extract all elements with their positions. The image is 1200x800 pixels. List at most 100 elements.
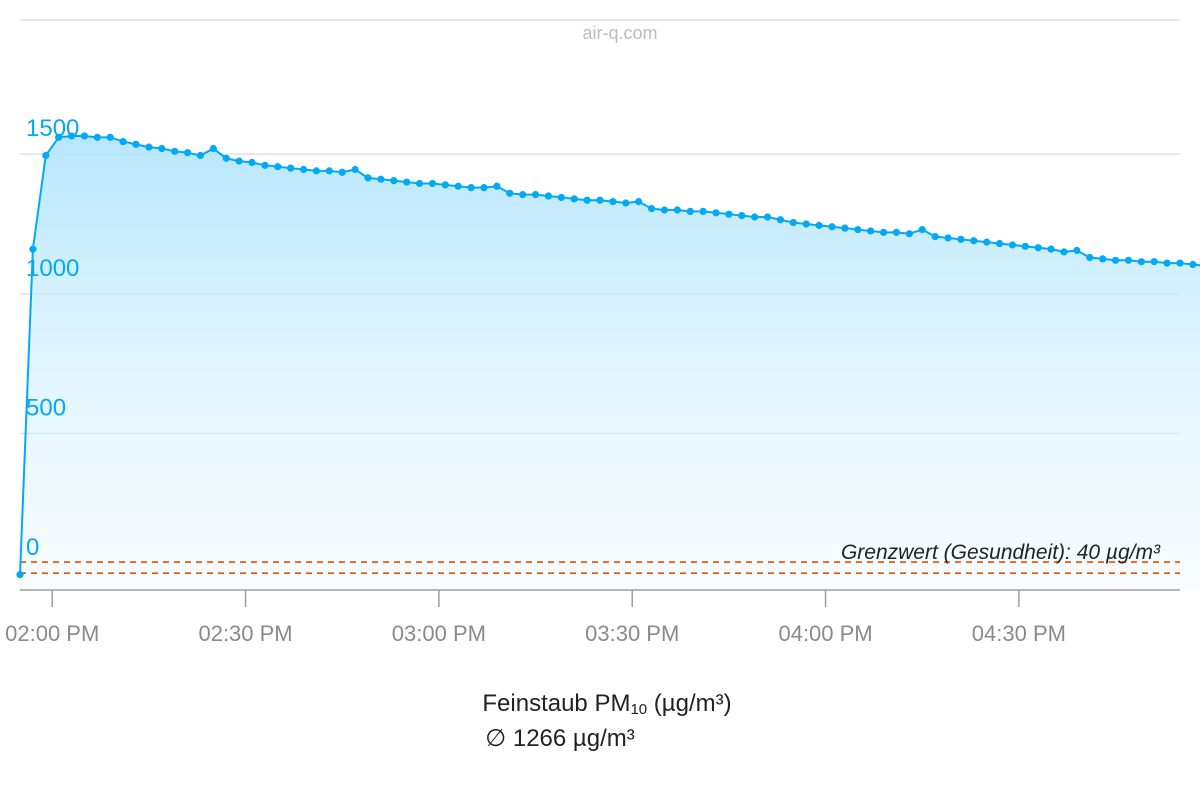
- data-point: [1034, 244, 1042, 252]
- data-point: [299, 165, 308, 174]
- data-point: [480, 184, 488, 192]
- data-point: [1021, 242, 1029, 250]
- data-point: [1124, 256, 1133, 264]
- y-tick-label: 0: [26, 534, 39, 561]
- data-point: [1137, 258, 1145, 266]
- series-area: [20, 135, 1200, 590]
- data-point: [892, 228, 901, 236]
- x-axis-title-subscript: 10: [630, 701, 648, 718]
- data-point: [557, 193, 565, 202]
- x-tick-label: 02:00 PM: [5, 621, 99, 646]
- data-point: [1150, 258, 1158, 266]
- y-tick-labels: 0 500 1000 1500: [26, 115, 79, 561]
- data-point: [544, 192, 553, 200]
- data-point: [622, 199, 630, 207]
- x-tick-label: 04:30 PM: [972, 621, 1066, 646]
- data-point: [158, 144, 166, 153]
- data-point: [815, 221, 823, 229]
- x-tick-label: 02:30 PM: [198, 621, 292, 646]
- y-tick-label: 1000: [26, 255, 79, 282]
- data-point: [55, 133, 63, 141]
- data-point: [29, 245, 37, 253]
- data-point: [1047, 245, 1055, 253]
- data-point: [970, 237, 978, 245]
- data-point: [673, 206, 681, 214]
- data-point: [1073, 246, 1081, 255]
- data-point: [635, 198, 643, 206]
- data-point: [261, 161, 269, 169]
- data-point: [274, 163, 282, 171]
- data-point: [222, 154, 230, 162]
- data-point: [42, 151, 50, 160]
- x-axis: 02:00 PM 02:30 PM 03:00 PM 03:30 PM 04:00 PM…: [5, 589, 1180, 646]
- data-point: [183, 149, 192, 157]
- data-point: [428, 179, 437, 188]
- data-point: [686, 207, 694, 215]
- data-point: [390, 177, 398, 185]
- data-point: [80, 132, 89, 140]
- data-point: [918, 225, 926, 234]
- x-tick-label: 03:00 PM: [392, 621, 486, 646]
- data-point: [338, 168, 346, 176]
- data-point: [1086, 253, 1094, 262]
- data-point: [312, 167, 321, 175]
- data-point: [841, 224, 849, 232]
- x-tick-label: 03:30 PM: [585, 621, 679, 646]
- x-tick-label: 04:00 PM: [778, 621, 872, 646]
- data-point: [145, 143, 153, 151]
- x-axis-title-base: Feinstaub PM: [482, 690, 631, 717]
- data-point: [828, 223, 836, 231]
- data-point: [699, 207, 707, 215]
- threshold-lines: Grenzwert (Gesundheit): 40 µg/m³: [20, 541, 1180, 575]
- data-point: [67, 132, 76, 140]
- data-point: [351, 165, 359, 174]
- data-point: [763, 213, 772, 221]
- data-point: [776, 216, 785, 224]
- data-point: [248, 158, 256, 167]
- data-point: [583, 196, 591, 204]
- data-point: [983, 238, 991, 246]
- data-point: [93, 133, 101, 141]
- data-point: [660, 206, 669, 214]
- data-point: [325, 167, 333, 175]
- credit-text: air-q.com: [582, 23, 657, 43]
- x-axis-title: Feinstaub PM10 (µg/m³): [7, 690, 1200, 718]
- y-tick-label: 500: [26, 395, 66, 422]
- data-point: [596, 196, 604, 204]
- data-point: [879, 228, 888, 236]
- data-point: [287, 164, 295, 172]
- data-point: [519, 191, 527, 199]
- data-point: [995, 239, 1004, 248]
- data-point: [905, 230, 913, 238]
- data-point: [647, 205, 656, 213]
- data-point: [16, 571, 24, 579]
- data-point: [119, 137, 127, 146]
- data-point: [171, 147, 179, 155]
- series-area-fill: [20, 135, 1200, 590]
- threshold-label: Grenzwert (Gesundheit): 40 µg/m³: [841, 541, 1161, 564]
- data-point: [854, 225, 862, 234]
- data-point: [725, 210, 733, 218]
- data-point: [1111, 256, 1120, 264]
- data-point: [789, 218, 797, 227]
- data-point: [415, 179, 424, 188]
- data-point: [377, 175, 385, 183]
- data-point: [802, 220, 810, 228]
- data-point: [106, 133, 114, 141]
- data-point: [467, 184, 475, 192]
- data-point: [493, 182, 501, 190]
- data-point: [931, 232, 939, 241]
- data-point: [454, 182, 462, 190]
- series-points: [16, 132, 1197, 579]
- data-point: [944, 234, 952, 242]
- data-point: [1060, 248, 1068, 256]
- data-point: [957, 235, 965, 243]
- x-axis-title-unit: (µg/m³): [647, 690, 732, 717]
- data-point: [1189, 260, 1197, 269]
- data-point: [403, 178, 411, 186]
- data-point: [1008, 241, 1017, 249]
- data-point: [235, 157, 243, 165]
- average-value: ∅ 1266 µg/m³: [485, 725, 635, 752]
